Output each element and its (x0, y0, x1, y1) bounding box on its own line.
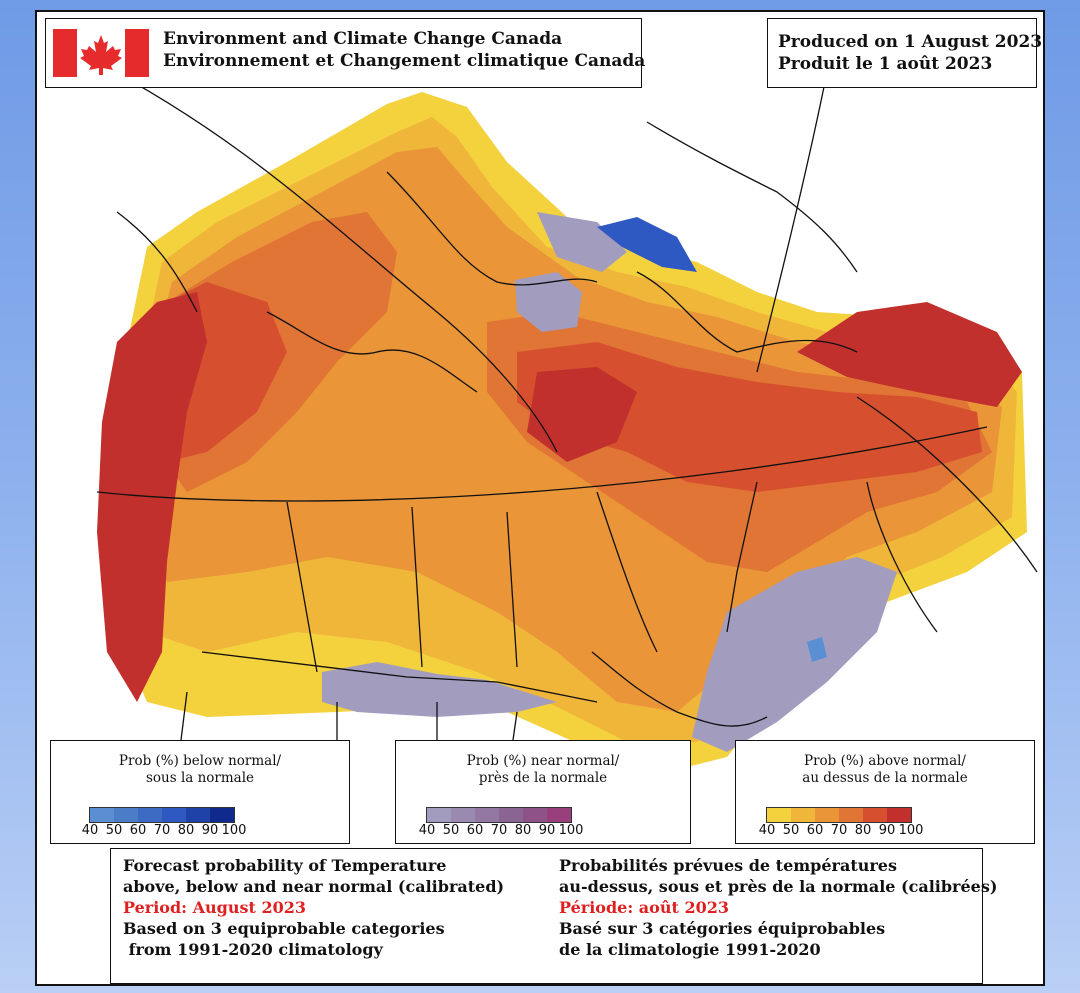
info-french: Probabilités prévues de températures au-… (559, 855, 997, 960)
legend-above-title-fr: au dessus de la normale (802, 770, 968, 786)
legend-below-tick: 40 (81, 823, 99, 838)
legend-below-tick: 90 (201, 823, 219, 838)
legend-below-normal: Prob (%) below normal/ sous la normale 4… (50, 740, 350, 844)
legend-near-title-en: Prob (%) near normal/ (466, 753, 620, 769)
region-near-40d (537, 212, 627, 272)
info-fr-period: Période: août 2023 (559, 898, 729, 917)
forecast-field (97, 92, 1027, 772)
legend-above-swatch (887, 808, 911, 822)
legend-below-swatch (162, 808, 186, 822)
info-en-line4: Based on 3 equiprobable categories (123, 919, 445, 938)
legend-near-tick: 60 (466, 823, 484, 838)
region-near-40b (322, 662, 557, 717)
legend-above-tick: 40 (758, 823, 776, 838)
region-below-40 (807, 637, 827, 662)
legend-below-tick: 50 (105, 823, 123, 838)
legend-near-swatches (426, 807, 572, 823)
legend-above-title-en: Prob (%) above normal/ (804, 753, 966, 769)
legend-below-tick: 70 (153, 823, 171, 838)
region-near-40 (692, 557, 897, 752)
legend-near-tick: 40 (418, 823, 436, 838)
legend-above-swatch (839, 808, 863, 822)
produced-date-fr: Produit le 1 août 2023 (778, 54, 993, 74)
legend-above-swatch (815, 808, 839, 822)
legend-above-tick: 80 (854, 823, 872, 838)
legend-below-title-fr: sous la normale (145, 770, 255, 786)
produced-date-box: Produced on 1 August 2023 Produit le 1 a… (767, 18, 1042, 88)
legend-near-normal: Prob (%) near normal/ près de la normale… (395, 740, 691, 844)
legend-above-tick: 50 (782, 823, 800, 838)
legend-near-tick: 70 (490, 823, 508, 838)
legend-near-swatch (427, 808, 451, 822)
legend-above-tick: 90 (878, 823, 896, 838)
legend-above-swatch (767, 808, 791, 822)
legend-below-tick: 80 (177, 823, 195, 838)
legend-near-swatch (523, 808, 547, 822)
info-fr-line5: de la climatologie 1991-2020 (559, 940, 821, 959)
info-fr-line2: au-dessus, sous et près de la normale (c… (559, 877, 998, 896)
legend-above-tick: 70 (830, 823, 848, 838)
legend-near-tick: 100 (558, 823, 584, 838)
legend-near-swatch (475, 808, 499, 822)
agency-name-en: Environment and Climate Change Canada (163, 29, 563, 49)
below-normal-field (597, 217, 827, 662)
region-above-80b (517, 342, 982, 492)
legend-below-swatches (89, 807, 235, 823)
legend-above-swatches (766, 807, 912, 823)
info-fr-line4: Basé sur 3 catégories équiprobables (559, 919, 886, 938)
legend-above-swatch (863, 808, 887, 822)
legend-near-tick: 50 (442, 823, 460, 838)
region-near-40c (515, 272, 582, 332)
info-en-line5: from 1991-2020 climatology (123, 940, 383, 959)
near-normal-field (322, 212, 897, 752)
legend-below-swatch (210, 808, 234, 822)
forecast-map: Environment and Climate Change Canada En… (35, 10, 1045, 986)
region-above-90c (527, 367, 637, 462)
legend-below-swatch (186, 808, 210, 822)
legend-near-swatch (451, 808, 475, 822)
legend-below-tick: 60 (129, 823, 147, 838)
legend-below-title-en: Prob (%) below normal/ (118, 753, 282, 769)
legend-near-tick: 90 (538, 823, 556, 838)
legend-below-swatch (138, 808, 162, 822)
legend-below-swatch (114, 808, 138, 822)
legend-above-tick: 100 (898, 823, 924, 838)
info-en-line1: Forecast probability of Temperature (123, 856, 447, 875)
legend-above-swatch (791, 808, 815, 822)
boundaries (76, 51, 1038, 813)
info-english: Forecast probability of Temperature abov… (123, 855, 504, 960)
info-en-period: Period: August 2023 (123, 898, 306, 917)
region-above-90b (797, 302, 1022, 407)
legend-near-tick: 80 (514, 823, 532, 838)
info-en-line2: above, below and near normal (calibrated… (123, 877, 505, 896)
region-below-70 (597, 217, 697, 272)
agency-name-fr: Environnement et Changement climatique C… (163, 51, 646, 71)
legend-above-tick: 60 (806, 823, 824, 838)
forecast-info-box: Forecast probability of Temperature abov… (110, 848, 997, 984)
info-fr-line1: Probabilités prévues de températures (559, 856, 897, 875)
legend-near-title-fr: près de la normale (478, 770, 608, 786)
legend-below-tick: 100 (221, 823, 247, 838)
map-canvas (76, 51, 1038, 813)
legend-near-swatch (547, 808, 571, 822)
legend-above-normal: Prob (%) above normal/ au dessus de la n… (735, 740, 1035, 844)
legend-near-swatch (499, 808, 523, 822)
legend-below-swatch (90, 808, 114, 822)
produced-date-en: Produced on 1 August 2023 (778, 32, 1043, 52)
agency-header: Environment and Climate Change Canada En… (45, 18, 646, 88)
canada-flag-icon (53, 29, 149, 77)
